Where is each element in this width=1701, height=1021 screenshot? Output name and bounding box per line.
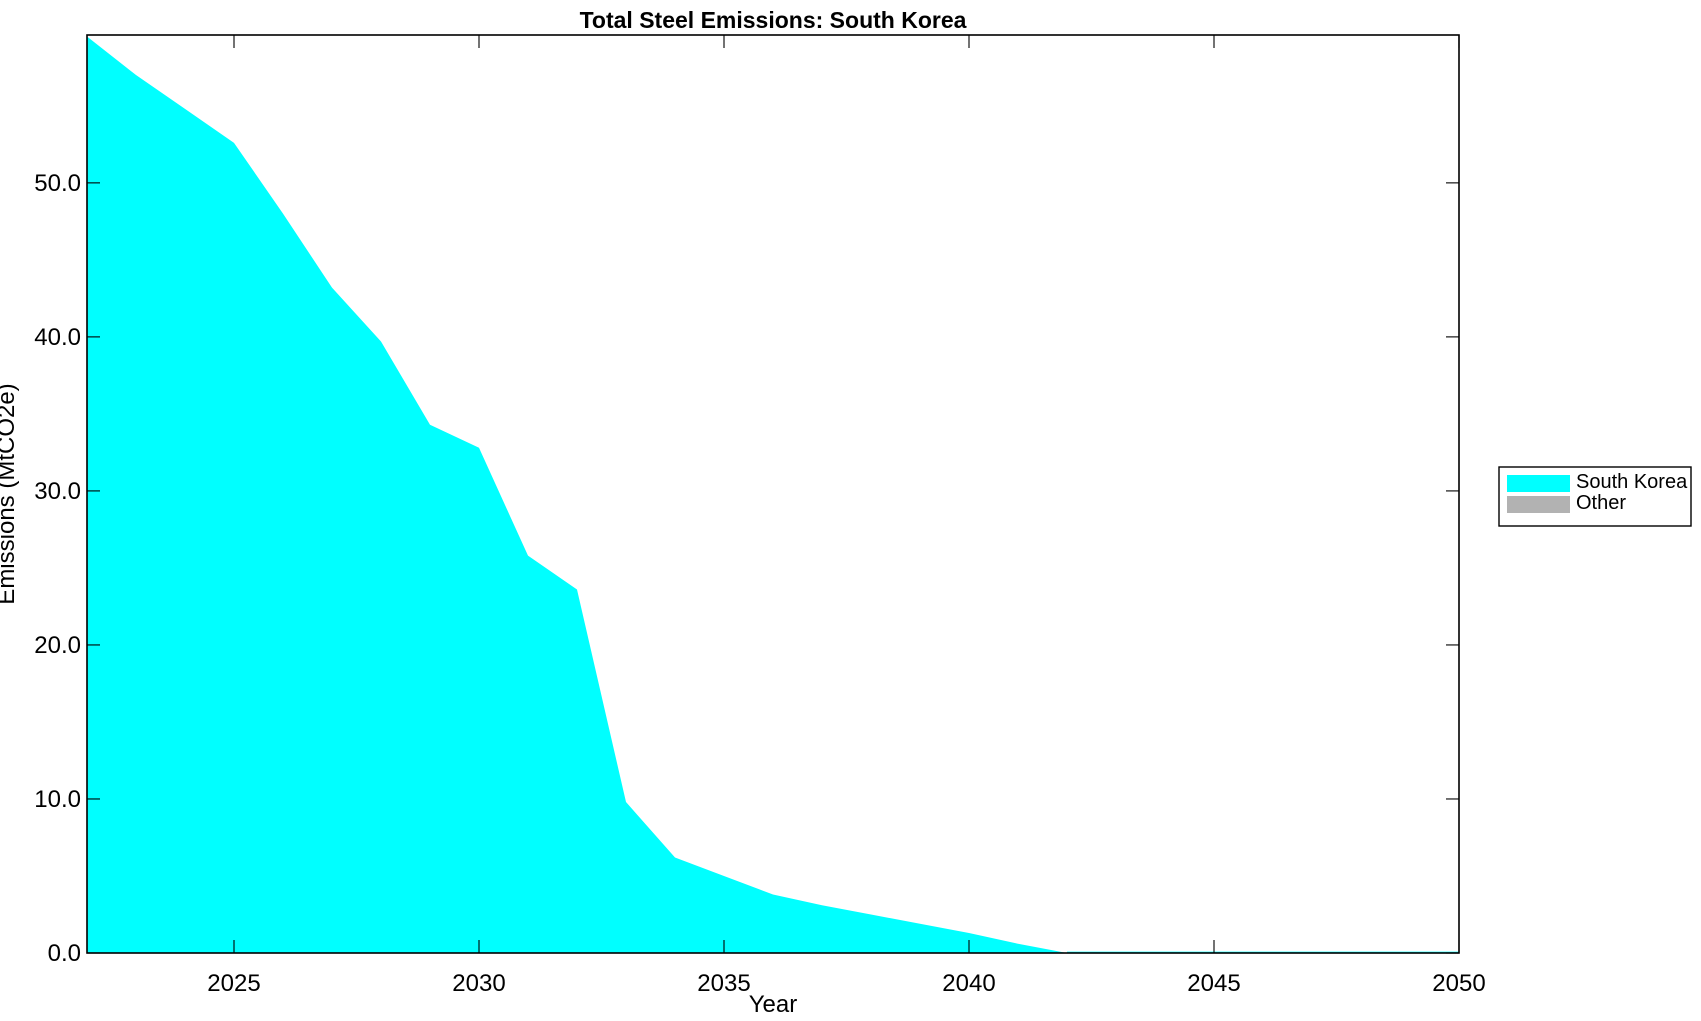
svg-text:20.0: 20.0 bbox=[34, 632, 81, 659]
svg-text:2025: 2025 bbox=[207, 970, 260, 997]
svg-text:30.0: 30.0 bbox=[34, 478, 81, 505]
svg-text:2030: 2030 bbox=[452, 970, 505, 997]
svg-text:Other: Other bbox=[1576, 492, 1626, 514]
svg-text:2035: 2035 bbox=[697, 970, 750, 997]
svg-text:50.0: 50.0 bbox=[34, 170, 81, 197]
svg-text:10.0: 10.0 bbox=[34, 786, 81, 813]
svg-text:2040: 2040 bbox=[942, 970, 995, 997]
svg-text:0.0: 0.0 bbox=[48, 940, 81, 967]
svg-text:Total Steel Emissions: South K: Total Steel Emissions: South Korea bbox=[580, 7, 967, 33]
svg-text:Year: Year bbox=[749, 991, 798, 1018]
svg-text:Emissions (MtCO2e): Emissions (MtCO2e) bbox=[0, 383, 20, 604]
svg-text:2045: 2045 bbox=[1187, 970, 1240, 997]
svg-text:South Korea: South Korea bbox=[1576, 471, 1688, 493]
svg-text:40.0: 40.0 bbox=[34, 324, 81, 351]
svg-text:2050: 2050 bbox=[1432, 970, 1485, 997]
